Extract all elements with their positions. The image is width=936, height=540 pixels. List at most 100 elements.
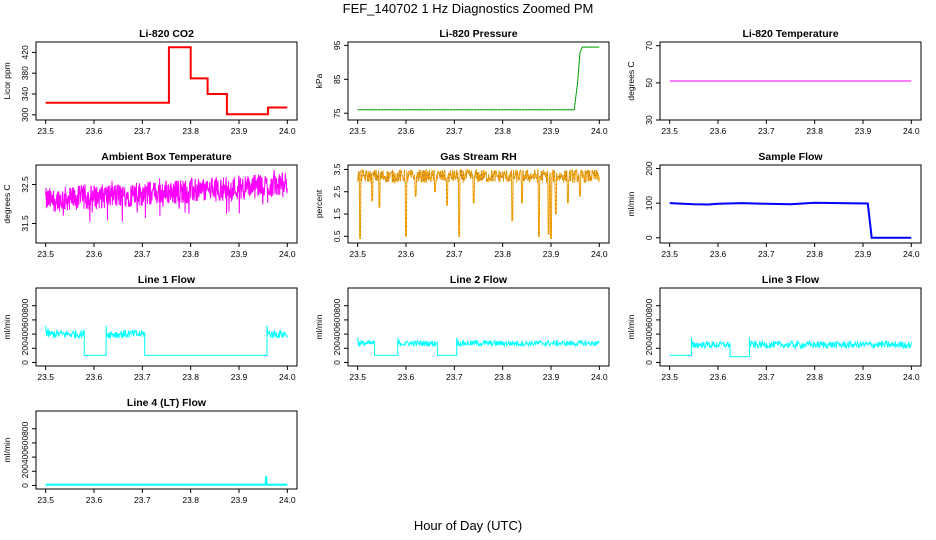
series-line	[357, 168, 600, 239]
chart-title: Line 2 Flow	[450, 274, 508, 286]
chart-panel-10: Line 4 (LT) Flow ml/min 23.5 23.6 23.7 23.8 23…	[2, 397, 298, 505]
y-tick-label: 31.5	[20, 215, 30, 232]
x-tick-label: 23.7	[758, 372, 775, 382]
chart-panel-2: Li-820 Pressure kPa 23.5 23.6 23.7 23.8 23.9 24…	[314, 28, 610, 136]
series-line	[45, 170, 288, 222]
y-axis-label: percent	[314, 189, 324, 218]
y-tick-label: 400	[20, 450, 30, 464]
x-tick-label: 23.9	[231, 249, 248, 259]
x-tick-label: 23.9	[231, 126, 248, 136]
plot-frame	[35, 41, 298, 121]
x-tick-label: 23.6	[710, 126, 727, 136]
chart-title: Ambient Box Temperature	[101, 151, 232, 163]
series-line	[45, 476, 288, 486]
series-line	[669, 201, 912, 239]
y-tick-label: 0	[20, 483, 30, 488]
y-tick-label: 600	[20, 436, 30, 450]
y-tick-label: 340	[20, 87, 30, 101]
y-tick-label: 85	[332, 74, 342, 84]
x-tick-label: 24.0	[279, 126, 296, 136]
chart-title: Sample Flow	[758, 151, 823, 163]
x-tick-label: 23.8	[182, 249, 199, 259]
x-tick-label: 23.8	[182, 126, 199, 136]
plot-frame	[347, 287, 610, 367]
x-tick-label: 23.8	[806, 249, 823, 259]
x-tick-label: 23.6	[398, 372, 415, 382]
x-tick-label: 23.7	[134, 126, 151, 136]
x-tick-label: 23.6	[86, 126, 103, 136]
x-tick-label: 23.8	[182, 372, 199, 382]
x-tick-label: 23.7	[446, 372, 463, 382]
x-tick-label: 23.5	[349, 372, 366, 382]
x-tick-label: 23.7	[446, 126, 463, 136]
x-tick-label: 24.0	[279, 249, 296, 259]
chart-title: Li-820 CO2	[139, 28, 194, 40]
x-tick-label: 23.5	[37, 249, 54, 259]
y-tick-label: 0.5	[332, 230, 342, 242]
y-axis-label: ml/min	[626, 191, 636, 216]
x-tick-label: 23.6	[710, 249, 727, 259]
x-tick-label: 23.9	[543, 249, 560, 259]
y-tick-label: 380	[20, 66, 30, 80]
series-line	[45, 46, 288, 116]
x-tick-label: 23.9	[543, 126, 560, 136]
x-tick-label: 23.8	[494, 249, 511, 259]
y-tick-label: 800	[20, 298, 30, 312]
x-tick-label: 23.5	[37, 495, 54, 505]
y-axis-label: degrees C	[2, 184, 12, 223]
chart-panel-4: Ambient Box Temperature degrees C 23.5 23.6…	[2, 151, 298, 259]
y-tick-label: 400	[644, 327, 654, 341]
x-tick-label: 23.5	[37, 372, 54, 382]
y-tick-label: 300	[20, 107, 30, 121]
y-axis-label: ml/min	[2, 437, 12, 462]
chart-panel-5: Gas Stream RH percent 23.5 23.6 23.7 23.8 23.9…	[314, 151, 610, 259]
y-tick-label: 1.5	[332, 208, 342, 220]
y-tick-label: 0	[20, 360, 30, 365]
series-line-dots	[357, 46, 600, 111]
y-axis-label: kPa	[314, 73, 324, 88]
x-tick-label: 23.6	[398, 126, 415, 136]
y-tick-label: 400	[332, 327, 342, 341]
x-tick-label: 23.7	[758, 126, 775, 136]
x-tick-label: 23.6	[86, 372, 103, 382]
x-tick-label: 23.7	[446, 249, 463, 259]
x-tick-label: 23.7	[134, 495, 151, 505]
y-tick-label: 32.5	[20, 176, 30, 193]
y-tick-label: 200	[20, 464, 30, 478]
y-tick-label: 420	[20, 45, 30, 59]
y-tick-label: 800	[644, 298, 654, 312]
y-tick-label: 95	[332, 40, 342, 50]
plot-frame	[659, 164, 922, 244]
y-tick-label: 600	[332, 313, 342, 327]
plot-frame	[35, 164, 298, 244]
x-tick-label: 24.0	[591, 249, 608, 259]
series-line-dots	[357, 169, 600, 239]
x-tick-label: 23.5	[349, 126, 366, 136]
chart-panel-8: Line 2 Flow ml/min 23.5 23.6 23.7 23.8 23.9 24.…	[314, 274, 610, 382]
figure-title: FEF_140702 1 Hz Diagnostics Zoomed PM	[342, 1, 594, 16]
y-tick-label: 400	[20, 327, 30, 341]
y-tick-label: 800	[20, 421, 30, 435]
plot-frame	[659, 41, 922, 121]
chart-panel-3: Li-820 Temperature degrees C 23.5 23.6 23.7 2…	[626, 28, 922, 136]
chart-panel-1: Li-820 CO2 Licor ppm 23.5 23.6 23.7 23.8 23.9 2…	[2, 28, 298, 136]
x-tick-label: 24.0	[279, 495, 296, 505]
chart-title: Li-820 Temperature	[742, 28, 838, 40]
x-tick-label: 23.8	[494, 372, 511, 382]
x-tick-label: 23.8	[806, 372, 823, 382]
x-tick-label: 23.6	[86, 495, 103, 505]
series-line	[357, 337, 600, 356]
y-tick-label: 50	[644, 78, 654, 88]
x-tick-label: 23.9	[231, 495, 248, 505]
y-axis-label: ml/min	[314, 314, 324, 339]
y-tick-label: 800	[332, 298, 342, 312]
plot-frame	[659, 287, 922, 367]
x-tick-label: 23.8	[806, 126, 823, 136]
y-tick-label: 30	[644, 115, 654, 125]
x-tick-label: 23.6	[398, 249, 415, 259]
y-tick-label: 75	[332, 108, 342, 118]
y-axis-label: ml/min	[626, 314, 636, 339]
plot-frame	[347, 41, 610, 121]
series-line	[357, 46, 600, 111]
